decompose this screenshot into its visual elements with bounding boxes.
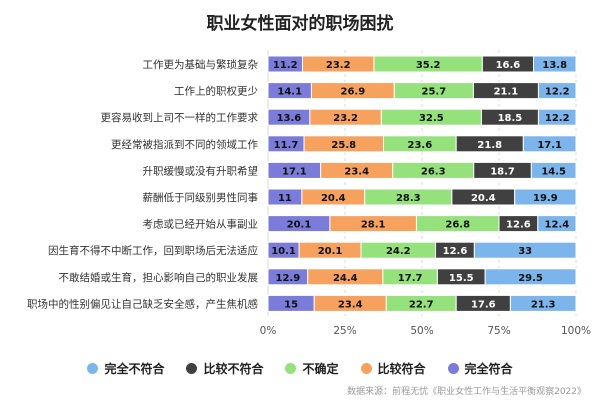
x-tick-label: 0% — [260, 325, 277, 337]
data-label: 12.6 — [443, 246, 468, 257]
category-label: 考虑或已经开始从事副业 — [143, 218, 259, 231]
data-label: 11.7 — [274, 140, 299, 151]
data-label: 17.1 — [537, 140, 562, 151]
data-label: 23.6 — [408, 140, 433, 151]
data-label: 23.2 — [326, 60, 351, 71]
data-label: 21.3 — [531, 299, 556, 310]
bar-segment — [514, 188, 577, 206]
data-label: 21.8 — [477, 140, 502, 151]
x-tick-label: 100% — [561, 325, 591, 337]
legend-item: 比较符合 — [360, 360, 426, 377]
bar-segment — [537, 82, 577, 100]
data-label: 17.6 — [471, 299, 496, 310]
category-label: 工作上的职权更少 — [174, 85, 258, 98]
data-label: 20.1 — [287, 220, 312, 231]
legend-item: 完全符合 — [447, 360, 513, 377]
data-label: 33 — [518, 246, 532, 257]
data-label: 17.1 — [282, 166, 307, 177]
data-label: 23.4 — [344, 166, 369, 177]
legend-item: 比较不符合 — [186, 360, 263, 377]
bar-segment — [537, 215, 577, 233]
data-label: 28.1 — [361, 220, 386, 231]
bar-segment — [530, 161, 577, 179]
data-label: 12.6 — [506, 220, 531, 231]
data-label: 14.1 — [277, 87, 302, 98]
category-label: 因生育不得不中断工作，回到职场后无法适应 — [48, 244, 258, 257]
data-label: 26.9 — [341, 87, 366, 98]
data-label: 23.4 — [338, 299, 363, 310]
data-label: 13.8 — [542, 60, 567, 71]
data-label: 20.1 — [318, 246, 343, 257]
data-label: 21.1 — [494, 87, 519, 98]
legend-item: 完全不符合 — [87, 360, 164, 377]
legend-label: 比较符合 — [377, 362, 426, 376]
legend-label: 比较不符合 — [203, 362, 264, 376]
legend-label: 不确定 — [302, 362, 339, 376]
legend-item: 不确定 — [285, 360, 339, 377]
data-label: 18.5 — [498, 113, 523, 124]
data-label: 16.6 — [496, 60, 521, 71]
bar-segment — [537, 108, 577, 126]
data-label: 28.3 — [396, 193, 421, 204]
data-label: 25.7 — [422, 87, 447, 98]
data-label: 12.2 — [545, 113, 570, 124]
legend-swatch — [186, 363, 198, 374]
legend: 完全不符合 比较不符合 不确定 比较符合 完全符合 — [0, 360, 600, 377]
data-label: 14.5 — [541, 166, 566, 177]
category-label: 薪酬低于同级别男性同事 — [143, 191, 259, 204]
data-label: 13.6 — [277, 113, 302, 124]
x-tick-label: 50% — [410, 325, 433, 337]
data-label: 18.7 — [490, 166, 515, 177]
data-label: 26.8 — [445, 220, 470, 231]
data-label: 15.5 — [449, 273, 474, 284]
data-label: 11 — [278, 193, 292, 204]
category-label: 不敢结婚或生育，担心影响自己的职业发展 — [59, 271, 259, 284]
legend-swatch — [360, 363, 372, 374]
category-label: 工作更为基础与繁琐复杂 — [143, 58, 259, 71]
bars-layer — [267, 55, 577, 312]
data-label: 26.3 — [421, 166, 446, 177]
bar-segment — [509, 294, 577, 312]
bar-segment — [522, 135, 577, 153]
data-label: 20.4 — [321, 193, 346, 204]
category-label: 更经常被指派到不同的领域工作 — [111, 138, 258, 151]
data-label: 12.2 — [545, 87, 570, 98]
data-label: 12.9 — [276, 273, 301, 284]
data-label: 32.5 — [419, 113, 444, 124]
bar-segment — [532, 55, 577, 73]
data-label: 25.8 — [331, 140, 356, 151]
data-label: 10.1 — [271, 246, 296, 257]
legend-swatch — [87, 363, 99, 374]
data-label: 35.2 — [416, 60, 441, 71]
data-label: 15 — [284, 299, 298, 310]
category-label: 职场中的性别偏见让自己缺乏安全感，产生焦机感 — [27, 297, 258, 310]
x-tick-label: 25% — [333, 325, 356, 337]
data-label: 11.2 — [273, 60, 298, 71]
data-label: 20.4 — [471, 193, 496, 204]
category-label: 升职缓慢或没有升职希望 — [143, 164, 259, 177]
labels-layer: 0% 25% 50% 75% 100% 工作更为基础与繁琐复杂 11.2 23.2 35.2 16… — [27, 58, 591, 337]
data-label: 24.4 — [333, 273, 358, 284]
legend-label: 完全符合 — [464, 362, 513, 376]
legend-swatch — [285, 363, 297, 374]
source-note: 数据来源：前程无忧《职业女性工作与生活平衡观察2022》 — [347, 387, 586, 397]
data-label: 29.5 — [518, 273, 543, 284]
category-label: 更容易收到上司不一样的工作要求 — [101, 111, 259, 124]
legend-label: 完全不符合 — [104, 362, 165, 376]
data-label: 19.9 — [533, 193, 558, 204]
data-label: 24.2 — [386, 246, 411, 257]
data-label: 22.7 — [409, 299, 434, 310]
data-label: 23.2 — [333, 113, 358, 124]
x-tick-label: 75% — [487, 325, 510, 337]
legend-swatch — [447, 363, 459, 374]
data-label: 17.7 — [398, 273, 423, 284]
data-label: 12.4 — [545, 220, 570, 231]
bar-segment — [473, 241, 577, 259]
chart-title: 职业女性面对的职场困扰 — [206, 14, 394, 34]
bar-segment — [484, 268, 577, 286]
